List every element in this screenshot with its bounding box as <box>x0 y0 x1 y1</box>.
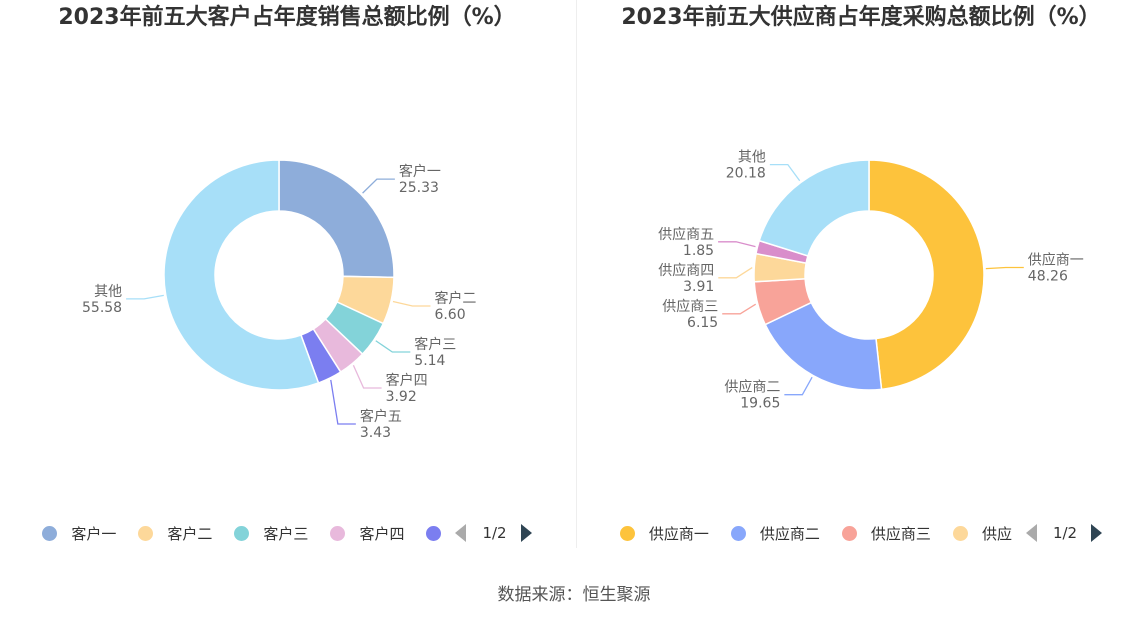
slice-label-value: 5.14 <box>414 353 445 369</box>
legend-item-supplier-3[interactable]: 供应商三 <box>841 523 931 544</box>
legend-dot <box>234 525 250 541</box>
slice-label-value: 3.91 <box>683 279 714 295</box>
donut-slice-6[interactable] <box>758 159 870 257</box>
legend-dot <box>952 525 968 541</box>
legend-item-customer-3[interactable]: 客户三 <box>234 523 308 544</box>
legend-pager: 1/2 <box>1025 524 1103 542</box>
legend-item-supplier-1[interactable]: 供应商一 <box>619 523 709 544</box>
legend-item-customer-5[interactable] <box>426 525 442 541</box>
prev-page-icon[interactable] <box>455 524 467 542</box>
slice-label-value: 20.18 <box>726 166 766 182</box>
legend-label: 客户一 <box>71 524 117 543</box>
slice-label-name: 客户二 <box>434 290 476 307</box>
slice-label-value: 25.33 <box>399 180 439 196</box>
next-page-icon[interactable] <box>1091 524 1103 542</box>
legend-pager: 1/2 <box>455 524 532 542</box>
slice-label-value: 19.65 <box>740 396 780 412</box>
legend-item-customer-4[interactable]: 客户四 <box>330 523 404 544</box>
donut-slice-6[interactable] <box>163 159 320 391</box>
slice-label-name: 供应商二 <box>724 379 780 396</box>
legend-dot <box>619 525 635 541</box>
slice-label-value: 6.15 <box>687 315 718 331</box>
label-leader-line <box>392 300 431 307</box>
slice-label-name: 供应商五 <box>658 226 714 243</box>
slice-label-name: 客户一 <box>399 163 441 180</box>
supplier-chart-panel: 2023年前五大供应商占年度采购总额比例（%） 供应商一 48.26 供应商二 19.… <box>574 0 1148 560</box>
supplier-chart-title: 2023年前五大供应商占年度采购总额比例（%） <box>621 5 1101 30</box>
prev-page-icon[interactable] <box>1025 524 1037 542</box>
next-page-icon[interactable] <box>520 524 532 542</box>
label-leader-line <box>375 340 411 353</box>
label-leader-line <box>784 376 813 396</box>
customer-chart-title: 2023年前五大客户占年度销售总额比例（%） <box>58 5 516 30</box>
legend-item-customer-2[interactable]: 客户二 <box>138 523 212 544</box>
legend-label: 供应商三 <box>870 524 931 543</box>
legend-item-supplier-4[interactable]: 供应 <box>952 523 1012 544</box>
slice-label-name: 客户四 <box>386 372 428 389</box>
label-leader-line <box>126 294 164 300</box>
label-leader-line <box>985 266 1024 270</box>
page-indicator: 1/2 <box>482 524 507 542</box>
legend-dot <box>138 525 154 541</box>
legend-label: 客户三 <box>263 524 309 543</box>
legend-item-customer-1[interactable]: 客户一 <box>42 523 116 544</box>
legend-label: 客户四 <box>359 524 405 543</box>
label-leader-line <box>352 365 382 389</box>
label-leader-line <box>769 163 801 182</box>
legend-dot <box>426 525 442 541</box>
donut-slice-1[interactable] <box>278 159 395 279</box>
slice-label-value: 3.92 <box>386 389 417 405</box>
slice-label-name: 客户五 <box>360 408 402 425</box>
supplier-legend: 供应商一 供应商二 供应商三 供应 1/2 <box>574 519 1148 547</box>
slice-label-name: 供应商四 <box>658 262 714 279</box>
slice-label-value: 48.26 <box>1028 269 1068 285</box>
label-leader-line <box>718 266 753 279</box>
slice-label-name: 客户三 <box>414 336 456 353</box>
panel-divider <box>576 0 577 548</box>
legend-label: 客户二 <box>167 524 213 543</box>
page-indicator: 1/2 <box>1052 524 1078 542</box>
slice-label-name: 其他 <box>738 150 766 166</box>
customer-legend: 客户一 客户二 客户三 客户四 1/2 <box>0 519 574 547</box>
legend-label: 供应商二 <box>759 524 820 543</box>
label-leader-line <box>330 379 356 425</box>
customer-chart-panel: 2023年前五大客户占年度销售总额比例（%） 客户一 25.33 客户二 6.60 客户… <box>0 0 574 560</box>
slice-label-value: 6.60 <box>434 307 465 323</box>
label-leader-line <box>362 178 395 194</box>
slice-label-value: 1.85 <box>683 243 714 259</box>
legend-dot <box>330 525 346 541</box>
legend-label: 供应 <box>981 524 1012 543</box>
slice-label-name: 其他 <box>94 284 122 300</box>
slice-label-name: 供应商三 <box>662 298 718 315</box>
slice-label-value: 3.43 <box>360 425 391 441</box>
donut-slice-1[interactable] <box>868 159 985 391</box>
legend-dot <box>730 525 746 541</box>
label-leader-line <box>722 303 757 315</box>
legend-dot <box>42 525 58 541</box>
label-leader-line <box>718 241 756 248</box>
data-source-note: 数据来源：恒生聚源 <box>497 585 651 605</box>
legend-label: 供应商一 <box>648 524 709 543</box>
slice-label-value: 55.58 <box>82 300 122 316</box>
slice-label-name: 供应商一 <box>1028 252 1084 269</box>
legend-item-supplier-2[interactable]: 供应商二 <box>730 523 820 544</box>
legend-dot <box>841 525 857 541</box>
